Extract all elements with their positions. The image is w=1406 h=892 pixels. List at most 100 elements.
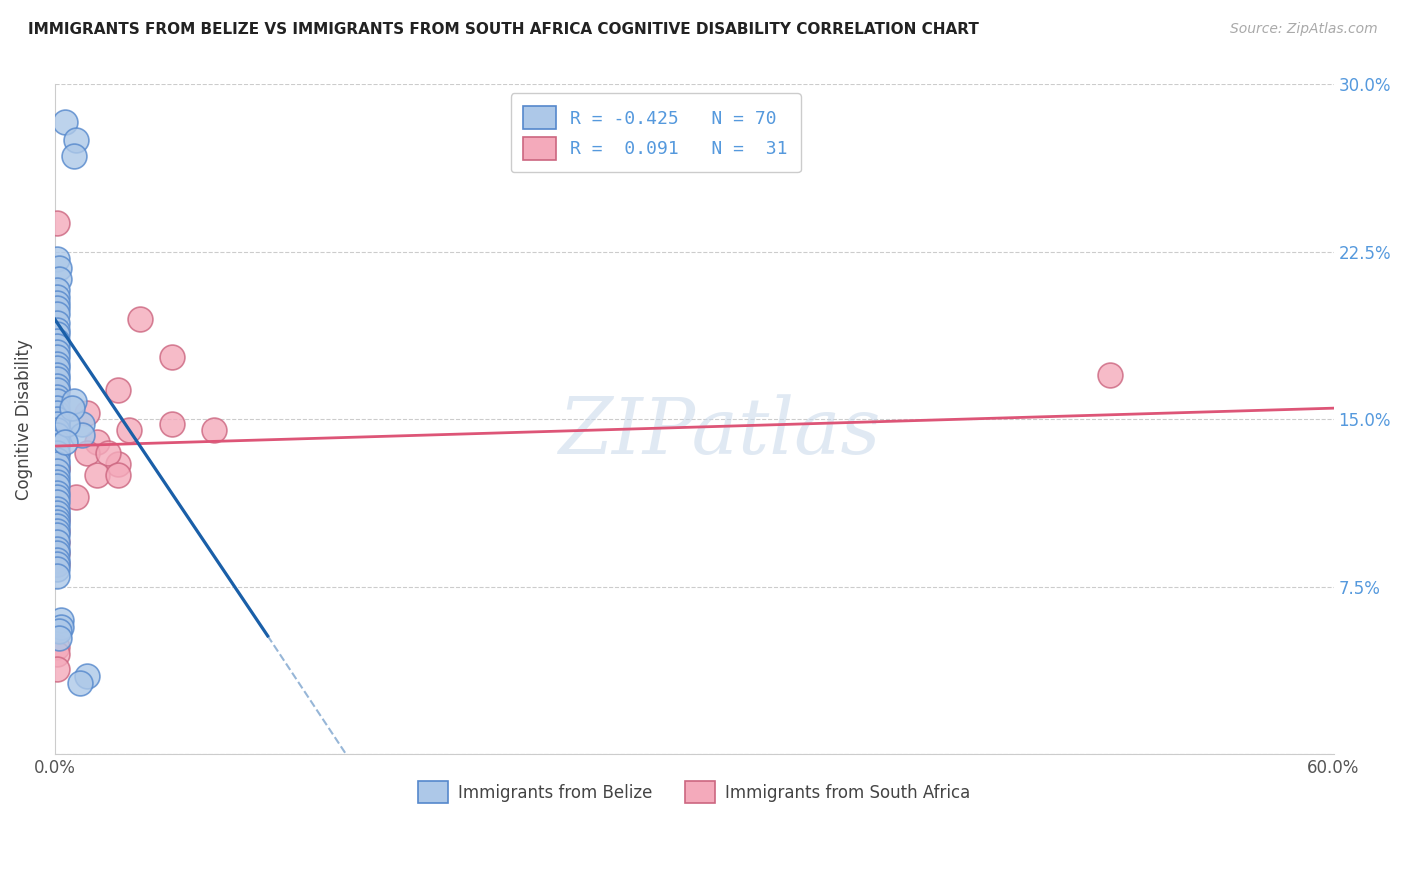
Point xyxy=(45,519,67,533)
Point xyxy=(45,327,67,342)
Point xyxy=(45,513,67,527)
Point xyxy=(45,483,67,498)
Text: Source: ZipAtlas.com: Source: ZipAtlas.com xyxy=(1230,22,1378,37)
Point xyxy=(45,412,67,426)
Point xyxy=(62,149,84,163)
Y-axis label: Cognitive Disability: Cognitive Disability xyxy=(15,339,32,500)
Point xyxy=(45,546,67,560)
Point xyxy=(45,350,67,364)
Point xyxy=(45,323,67,337)
Text: ZIPatlas: ZIPatlas xyxy=(558,394,880,471)
Point xyxy=(45,541,67,556)
Point xyxy=(45,506,67,520)
Point xyxy=(45,486,67,500)
Point xyxy=(45,524,67,538)
Point xyxy=(45,640,67,654)
Point xyxy=(107,384,129,398)
Point xyxy=(128,311,150,326)
Point xyxy=(45,345,67,359)
Point xyxy=(45,535,67,549)
Point xyxy=(45,368,67,382)
Point xyxy=(45,546,67,560)
Point xyxy=(48,260,70,275)
Point xyxy=(76,406,98,420)
Point xyxy=(45,434,67,449)
Point xyxy=(202,424,225,438)
Point xyxy=(70,428,93,442)
Point xyxy=(60,401,83,416)
Point xyxy=(45,428,67,442)
Point xyxy=(69,675,91,690)
Point xyxy=(48,631,70,645)
Point xyxy=(107,468,129,483)
Point xyxy=(45,461,67,475)
Point xyxy=(45,647,67,661)
Point xyxy=(45,491,67,505)
Point xyxy=(45,553,67,567)
Point xyxy=(45,307,67,321)
Point xyxy=(45,334,67,348)
Point xyxy=(86,468,108,483)
Point xyxy=(45,252,67,266)
Point xyxy=(97,446,120,460)
Point xyxy=(45,372,67,386)
Point xyxy=(118,424,141,438)
Point xyxy=(45,361,67,376)
Point xyxy=(53,434,76,449)
Point xyxy=(86,434,108,449)
Point xyxy=(45,461,67,475)
Point xyxy=(45,457,67,471)
Point xyxy=(45,662,67,676)
Point xyxy=(45,301,67,315)
Point xyxy=(45,417,67,431)
Point xyxy=(45,384,67,398)
Point xyxy=(45,495,67,509)
Point xyxy=(49,620,72,634)
Point xyxy=(45,558,67,572)
Point xyxy=(56,417,79,431)
Point xyxy=(45,568,67,582)
Point xyxy=(45,535,67,549)
Point xyxy=(45,417,67,431)
Point xyxy=(45,515,67,529)
Point xyxy=(45,339,67,353)
Point xyxy=(45,501,67,516)
Point xyxy=(65,491,87,505)
Point xyxy=(76,446,98,460)
Point xyxy=(62,394,84,409)
Point xyxy=(45,464,67,478)
Point xyxy=(48,271,70,285)
Point xyxy=(48,624,70,639)
Point xyxy=(45,357,67,371)
Point xyxy=(45,452,67,467)
Point xyxy=(45,446,67,460)
Point xyxy=(45,384,67,398)
Point xyxy=(45,562,67,576)
Point xyxy=(45,401,67,416)
Point xyxy=(45,289,67,303)
Point xyxy=(53,115,76,129)
Point xyxy=(160,417,183,431)
Point xyxy=(45,524,67,538)
Point xyxy=(45,446,67,460)
Point xyxy=(45,470,67,484)
Point xyxy=(76,669,98,683)
Point xyxy=(1098,368,1121,382)
Point xyxy=(45,379,67,393)
Point xyxy=(45,394,67,409)
Point xyxy=(45,558,67,572)
Legend: Immigrants from Belize, Immigrants from South Africa: Immigrants from Belize, Immigrants from … xyxy=(408,772,980,813)
Point xyxy=(107,457,129,471)
Point xyxy=(45,439,67,453)
Text: IMMIGRANTS FROM BELIZE VS IMMIGRANTS FROM SOUTH AFRICA COGNITIVE DISABILITY CORR: IMMIGRANTS FROM BELIZE VS IMMIGRANTS FRO… xyxy=(28,22,979,37)
Point xyxy=(45,216,67,230)
Point xyxy=(45,424,67,438)
Point xyxy=(45,479,67,493)
Point xyxy=(70,417,93,431)
Point xyxy=(65,133,87,147)
Point xyxy=(45,316,67,330)
Point xyxy=(45,283,67,297)
Point xyxy=(45,296,67,310)
Point xyxy=(45,475,67,489)
Point xyxy=(45,508,67,523)
